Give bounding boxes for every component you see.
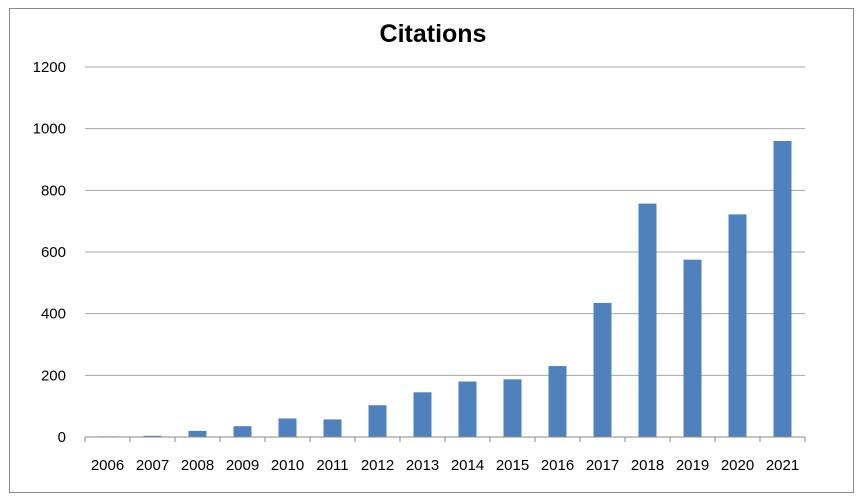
- x-tick-label: 2018: [631, 457, 664, 474]
- bar: [458, 381, 477, 437]
- x-tick-label: 2016: [541, 457, 574, 474]
- bar: [593, 302, 612, 437]
- y-tick-label: 400: [41, 306, 66, 323]
- bar: [728, 214, 747, 437]
- y-tick-label: 1000: [33, 121, 66, 138]
- y-tick-label: 600: [41, 244, 66, 261]
- y-tick-label: 1200: [33, 59, 66, 76]
- x-tick-label: 2020: [721, 457, 754, 474]
- y-tick-label: 0: [58, 429, 66, 446]
- x-tick-label: 2015: [496, 457, 529, 474]
- x-tick-label: 2008: [181, 457, 214, 474]
- x-tick-label: 2014: [451, 457, 484, 474]
- x-tick-label: 2019: [676, 457, 709, 474]
- bar: [638, 203, 657, 437]
- x-tick-label: 2009: [226, 457, 259, 474]
- x-tick-label: 2021: [766, 457, 799, 474]
- bar: [323, 419, 342, 437]
- x-tick-label: 2010: [271, 457, 304, 474]
- x-tick-label: 2013: [406, 457, 439, 474]
- bar: [773, 141, 792, 437]
- x-tick-label: 2006: [91, 457, 124, 474]
- y-tick-label: 800: [41, 182, 66, 199]
- y-tick-label: 200: [41, 367, 66, 384]
- x-tick-label: 2011: [316, 457, 348, 474]
- bar: [188, 430, 207, 437]
- x-tick-label: 2012: [361, 457, 394, 474]
- x-tick-label: 2017: [586, 457, 619, 474]
- x-axis: [84, 436, 806, 442]
- x-tick-label: 2007: [136, 457, 169, 474]
- bar: [233, 426, 252, 437]
- chart-title: Citations: [379, 20, 487, 48]
- bar: [503, 379, 522, 437]
- bar: [413, 392, 432, 437]
- bar: [278, 418, 297, 437]
- y-axis-tick-labels: 0 200 400 600 800 1000 1200: [33, 59, 66, 446]
- bars: [98, 141, 792, 437]
- x-axis-tick-labels: 2006 2007 2008 2009 2010 2011 2012 2013 2014 2015…: [91, 457, 799, 474]
- bar: [143, 435, 162, 437]
- bar: [683, 259, 702, 437]
- gridlines: [85, 66, 805, 376]
- bar: [548, 366, 567, 437]
- bar: [368, 405, 387, 437]
